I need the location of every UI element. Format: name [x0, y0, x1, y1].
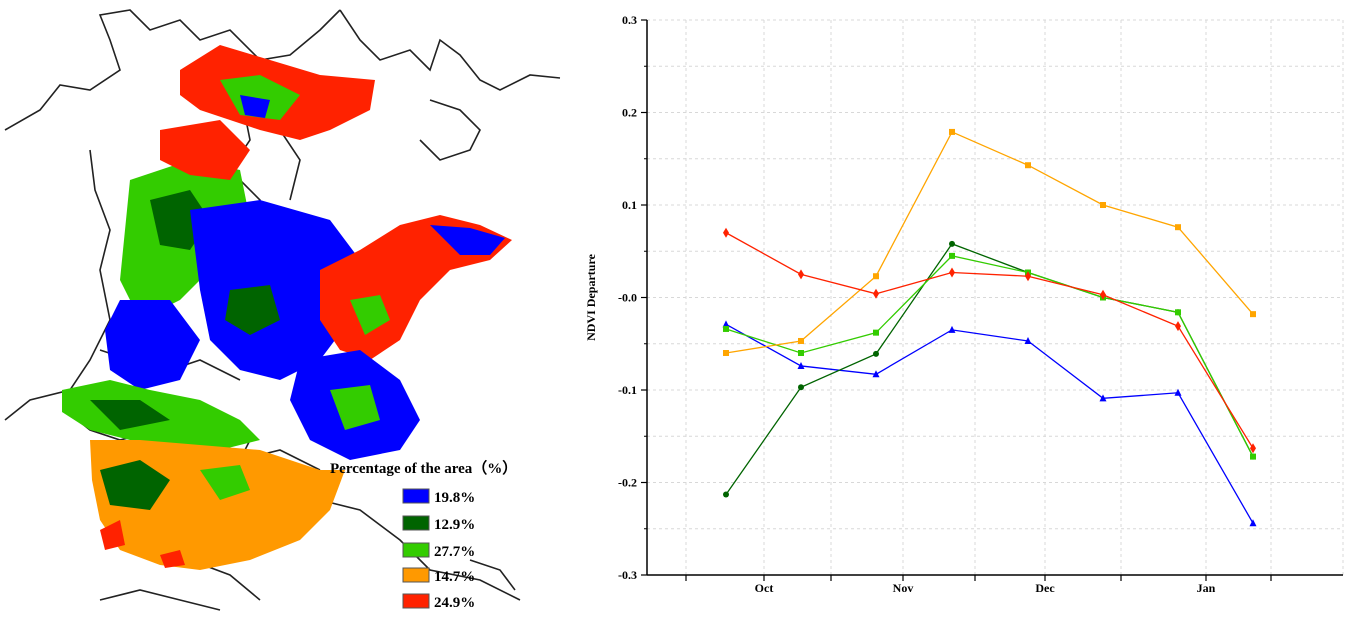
series-4-point-4 [1025, 271, 1031, 282]
map-panel: Percentage of the area（%） 19.8% 12.9% 27… [0, 0, 575, 618]
series-2-point-7 [1250, 453, 1256, 460]
legend-swatch-red [402, 593, 430, 609]
series-0-point-0 [722, 320, 730, 328]
series-2-point-6 [1175, 309, 1181, 316]
series-3-point-3 [949, 128, 955, 135]
x-tick-label-0: Oct [755, 581, 774, 595]
series-line-2 [725, 255, 1254, 457]
series-2-point-2 [873, 329, 879, 336]
legend-label-darkgreen: 12.9% [434, 517, 475, 533]
series-2-point-0 [723, 325, 729, 332]
legend-label-red: 24.9% [434, 595, 475, 611]
region-map: Percentage of the area（%） 19.8% 12.9% 27… [0, 0, 575, 618]
x-tick-label-3: Jan [1197, 581, 1216, 595]
series-4-point-1 [798, 269, 804, 280]
series-2-point-1 [798, 350, 804, 356]
series-3-point-1 [798, 337, 804, 344]
series-0-point-7 [1249, 519, 1257, 527]
series-3-point-7 [1250, 311, 1256, 318]
map-legend: Percentage of the area（%） 19.8% 12.9% 27… [330, 459, 517, 611]
series-3-point-2 [873, 273, 879, 280]
y-axis-label: NDVI Departure [584, 253, 598, 340]
series-1-point-1 [798, 384, 804, 391]
series-0-point-5 [1099, 394, 1107, 402]
series-2-point-3 [949, 252, 955, 259]
y-tick-label-0: -0.3 [618, 568, 637, 582]
y-tick-label-3: -0.0 [618, 291, 637, 305]
x-tick-label-1: Nov [893, 581, 914, 595]
series-3-point-6 [1175, 224, 1181, 231]
series-3-point-4 [1025, 162, 1031, 169]
y-tick-label-5: 0.2 [622, 106, 637, 120]
series-line-1 [725, 243, 1254, 495]
land-patches [62, 45, 512, 570]
y-tick-label-2: -0.1 [618, 383, 637, 397]
chart-panel: NDVI Departure -0.3 -0.2 -0.1 -0.0 0.1 0.2 0.3… [575, 0, 1365, 618]
legend-swatch-blue [402, 488, 430, 504]
series-0-point-4 [1024, 336, 1032, 344]
y-tick-label-1: -0.2 [618, 476, 637, 490]
series-line-4 [725, 232, 1254, 449]
series-4-point-6 [1175, 321, 1181, 332]
ndvi-line-chart: NDVI Departure -0.3 -0.2 -0.1 -0.0 0.1 0.2 0.3… [584, 13, 1344, 595]
series-1-point-2 [873, 350, 879, 357]
y-tick-label-4: 0.1 [622, 198, 637, 212]
series-line-3 [725, 131, 1254, 354]
legend-label-orange: 14.7% [434, 569, 475, 585]
legend-swatch-orange [402, 567, 430, 583]
legend-swatch-darkgreen [402, 515, 430, 531]
legend-title: Percentage of the area（%） [330, 459, 517, 477]
legend-swatch-green [402, 542, 430, 558]
series-4-point-7 [1250, 443, 1256, 454]
series-0-point-1 [797, 361, 805, 369]
y-tick-label-6: 0.3 [622, 13, 637, 27]
series-4-point-2 [873, 288, 879, 299]
legend-label-green: 27.7% [434, 544, 475, 560]
legend-label-blue: 19.8% [434, 490, 475, 506]
series-3-point-5 [1100, 202, 1106, 208]
series-0-point-2 [872, 370, 880, 378]
series [722, 128, 1257, 527]
series-1-point-0 [723, 491, 729, 498]
series-1-point-3 [949, 240, 955, 247]
series-4-point-0 [723, 227, 729, 238]
x-tick-label-2: Dec [1035, 581, 1055, 595]
series-4-point-5 [1100, 289, 1106, 300]
series-0-point-6 [1174, 388, 1182, 396]
series-line-0 [725, 323, 1254, 524]
series-4-point-3 [949, 267, 955, 278]
axes: NDVI Departure -0.3 -0.2 -0.1 -0.0 0.1 0.2 0.3… [584, 13, 1343, 595]
series-3-point-0 [723, 350, 729, 356]
series-0-point-3 [948, 325, 956, 333]
